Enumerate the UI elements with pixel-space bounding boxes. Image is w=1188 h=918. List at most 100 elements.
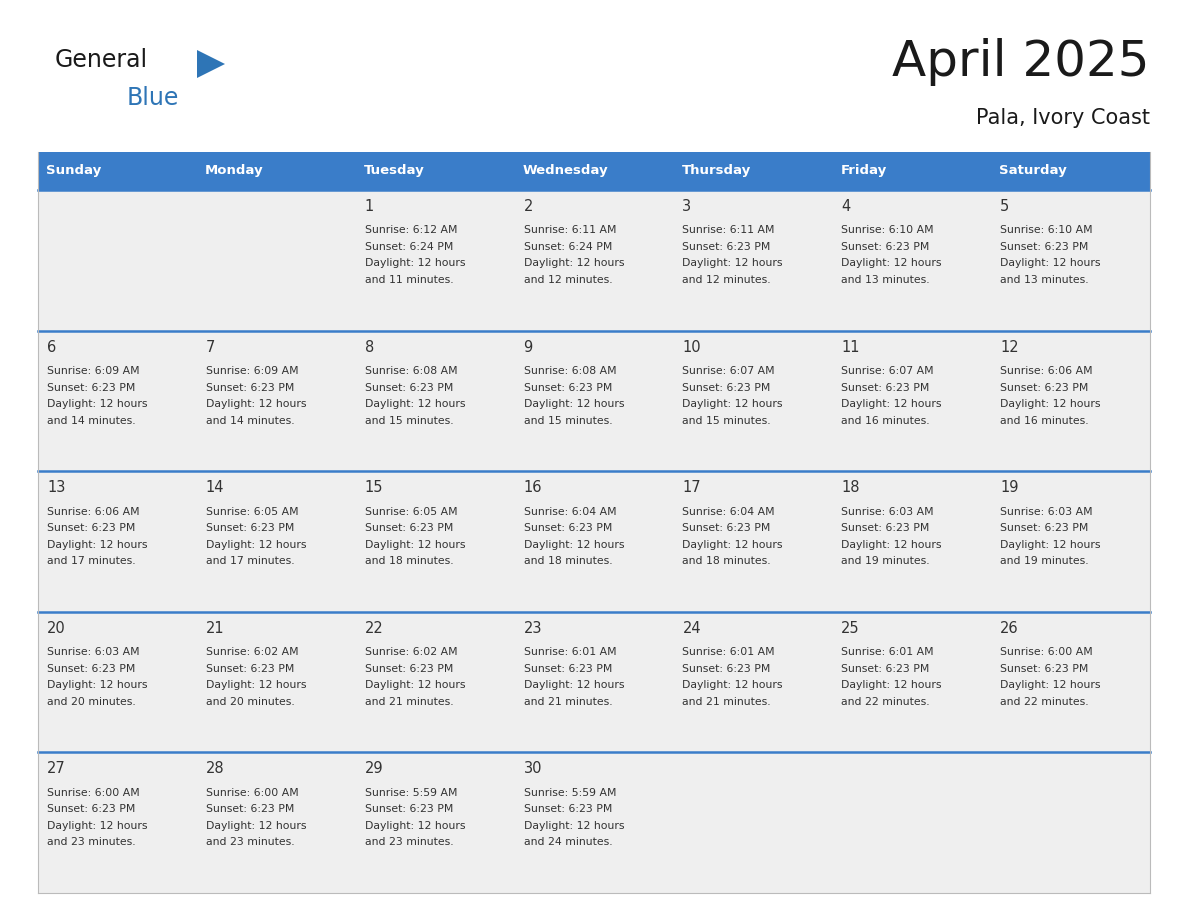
Bar: [38, 611, 197, 753]
Text: and 15 minutes.: and 15 minutes.: [524, 416, 612, 426]
Text: Daylight: 12 hours: Daylight: 12 hours: [365, 259, 466, 268]
Text: Sunrise: 6:02 AM: Sunrise: 6:02 AM: [206, 647, 298, 657]
Bar: [674, 152, 833, 190]
Text: Sunset: 6:23 PM: Sunset: 6:23 PM: [206, 804, 295, 814]
Text: 3: 3: [682, 199, 691, 214]
Bar: [674, 753, 833, 893]
Bar: [197, 190, 355, 330]
Text: Sunset: 6:23 PM: Sunset: 6:23 PM: [48, 383, 135, 393]
Text: and 17 minutes.: and 17 minutes.: [206, 556, 295, 566]
Text: Blue: Blue: [127, 86, 179, 110]
Text: and 18 minutes.: and 18 minutes.: [682, 556, 771, 566]
Text: Daylight: 12 hours: Daylight: 12 hours: [48, 540, 147, 550]
Text: and 12 minutes.: and 12 minutes.: [682, 275, 771, 285]
Bar: [197, 471, 355, 611]
Text: Sunset: 6:23 PM: Sunset: 6:23 PM: [1000, 242, 1088, 252]
Text: and 15 minutes.: and 15 minutes.: [682, 416, 771, 426]
Bar: [38, 330, 197, 471]
Bar: [514, 611, 674, 753]
Text: and 24 minutes.: and 24 minutes.: [524, 837, 612, 847]
Text: and 17 minutes.: and 17 minutes.: [48, 556, 135, 566]
Text: Sunrise: 6:07 AM: Sunrise: 6:07 AM: [841, 366, 934, 376]
Text: Daylight: 12 hours: Daylight: 12 hours: [524, 259, 624, 268]
Text: Daylight: 12 hours: Daylight: 12 hours: [524, 680, 624, 690]
Bar: [674, 611, 833, 753]
Text: Wednesday: Wednesday: [523, 164, 608, 177]
Text: 16: 16: [524, 480, 542, 495]
Bar: [514, 753, 674, 893]
Bar: [197, 611, 355, 753]
Text: Daylight: 12 hours: Daylight: 12 hours: [1000, 399, 1100, 409]
Text: 22: 22: [365, 621, 384, 636]
Text: 17: 17: [682, 480, 701, 495]
Text: Daylight: 12 hours: Daylight: 12 hours: [48, 399, 147, 409]
Text: and 13 minutes.: and 13 minutes.: [1000, 275, 1088, 285]
Text: Sunset: 6:23 PM: Sunset: 6:23 PM: [206, 523, 295, 533]
Text: 10: 10: [682, 340, 701, 354]
Text: Sunrise: 6:10 AM: Sunrise: 6:10 AM: [1000, 226, 1093, 236]
Text: Sunset: 6:23 PM: Sunset: 6:23 PM: [1000, 383, 1088, 393]
Text: Sunrise: 6:11 AM: Sunrise: 6:11 AM: [682, 226, 775, 236]
Text: 26: 26: [1000, 621, 1019, 636]
Bar: [197, 330, 355, 471]
Text: 5: 5: [1000, 199, 1010, 214]
Polygon shape: [197, 50, 225, 78]
Bar: [991, 471, 1150, 611]
Bar: [991, 611, 1150, 753]
Text: and 23 minutes.: and 23 minutes.: [365, 837, 454, 847]
Text: Sunrise: 6:10 AM: Sunrise: 6:10 AM: [841, 226, 934, 236]
Text: Monday: Monday: [204, 164, 264, 177]
Text: Sunrise: 6:05 AM: Sunrise: 6:05 AM: [365, 507, 457, 517]
Text: and 21 minutes.: and 21 minutes.: [524, 697, 612, 707]
Text: Sunrise: 6:01 AM: Sunrise: 6:01 AM: [841, 647, 934, 657]
Bar: [197, 753, 355, 893]
Text: Sunrise: 6:03 AM: Sunrise: 6:03 AM: [841, 507, 934, 517]
Text: and 22 minutes.: and 22 minutes.: [1000, 697, 1088, 707]
Text: and 13 minutes.: and 13 minutes.: [841, 275, 930, 285]
Text: Sunrise: 6:08 AM: Sunrise: 6:08 AM: [365, 366, 457, 376]
Text: Sunset: 6:23 PM: Sunset: 6:23 PM: [206, 383, 295, 393]
Text: Sunset: 6:24 PM: Sunset: 6:24 PM: [365, 242, 453, 252]
Text: Daylight: 12 hours: Daylight: 12 hours: [365, 540, 466, 550]
Text: and 23 minutes.: and 23 minutes.: [206, 837, 295, 847]
Text: Sunrise: 6:03 AM: Sunrise: 6:03 AM: [1000, 507, 1093, 517]
Text: 29: 29: [365, 761, 384, 777]
Text: Tuesday: Tuesday: [364, 164, 424, 177]
Text: 1: 1: [365, 199, 374, 214]
Text: Daylight: 12 hours: Daylight: 12 hours: [682, 259, 783, 268]
Text: Sunrise: 6:09 AM: Sunrise: 6:09 AM: [48, 366, 140, 376]
Text: Daylight: 12 hours: Daylight: 12 hours: [524, 540, 624, 550]
Text: and 12 minutes.: and 12 minutes.: [524, 275, 612, 285]
Bar: [674, 190, 833, 330]
Bar: [355, 190, 514, 330]
Text: and 16 minutes.: and 16 minutes.: [1000, 416, 1088, 426]
Text: Daylight: 12 hours: Daylight: 12 hours: [206, 821, 307, 831]
Text: 30: 30: [524, 761, 542, 777]
Text: and 14 minutes.: and 14 minutes.: [48, 416, 135, 426]
Text: 4: 4: [841, 199, 851, 214]
Text: and 21 minutes.: and 21 minutes.: [365, 697, 454, 707]
Text: Sunset: 6:23 PM: Sunset: 6:23 PM: [48, 523, 135, 533]
Text: and 18 minutes.: and 18 minutes.: [365, 556, 454, 566]
Text: 19: 19: [1000, 480, 1018, 495]
Text: 11: 11: [841, 340, 860, 354]
Text: Daylight: 12 hours: Daylight: 12 hours: [1000, 680, 1100, 690]
Text: Friday: Friday: [840, 164, 886, 177]
Text: Sunset: 6:23 PM: Sunset: 6:23 PM: [841, 242, 930, 252]
Text: Sunset: 6:23 PM: Sunset: 6:23 PM: [1000, 523, 1088, 533]
Text: Daylight: 12 hours: Daylight: 12 hours: [841, 540, 942, 550]
Text: Thursday: Thursday: [682, 164, 751, 177]
Text: Sunset: 6:23 PM: Sunset: 6:23 PM: [206, 664, 295, 674]
Text: Daylight: 12 hours: Daylight: 12 hours: [365, 399, 466, 409]
Bar: [674, 471, 833, 611]
Text: Sunset: 6:23 PM: Sunset: 6:23 PM: [841, 383, 930, 393]
Text: 18: 18: [841, 480, 860, 495]
Text: 6: 6: [48, 340, 56, 354]
Text: Sunset: 6:23 PM: Sunset: 6:23 PM: [48, 664, 135, 674]
Text: and 14 minutes.: and 14 minutes.: [206, 416, 295, 426]
Bar: [833, 152, 991, 190]
Text: and 18 minutes.: and 18 minutes.: [524, 556, 612, 566]
Text: 24: 24: [682, 621, 701, 636]
Text: Sunrise: 6:00 AM: Sunrise: 6:00 AM: [1000, 647, 1093, 657]
Bar: [514, 330, 674, 471]
